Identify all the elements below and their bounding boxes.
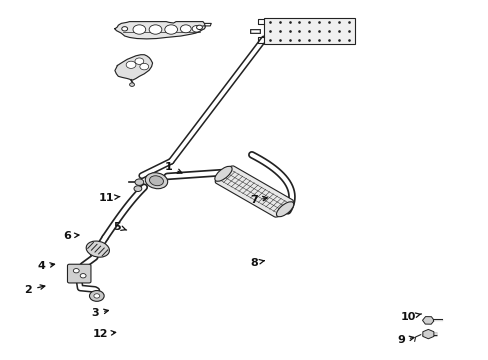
Ellipse shape — [276, 202, 293, 217]
Circle shape — [192, 26, 201, 32]
Circle shape — [134, 186, 142, 192]
Circle shape — [135, 179, 143, 185]
Circle shape — [129, 83, 134, 86]
Circle shape — [126, 61, 136, 68]
Circle shape — [164, 25, 177, 34]
Circle shape — [133, 25, 145, 34]
FancyBboxPatch shape — [67, 264, 91, 283]
Circle shape — [94, 294, 100, 298]
Text: 6: 6 — [63, 231, 79, 241]
Text: 8: 8 — [250, 258, 264, 268]
Circle shape — [80, 274, 86, 278]
Text: 11: 11 — [99, 193, 120, 203]
Polygon shape — [115, 55, 152, 80]
Text: 12: 12 — [92, 329, 116, 339]
Ellipse shape — [86, 241, 109, 257]
Circle shape — [122, 27, 127, 31]
Text: 7: 7 — [250, 195, 267, 205]
Ellipse shape — [214, 166, 232, 181]
Text: 5: 5 — [113, 222, 126, 232]
Circle shape — [89, 291, 104, 301]
Circle shape — [196, 25, 202, 30]
Circle shape — [180, 25, 191, 33]
FancyBboxPatch shape — [215, 166, 293, 217]
Text: 2: 2 — [24, 285, 45, 295]
Circle shape — [140, 63, 148, 70]
Text: 4: 4 — [38, 261, 55, 271]
Text: 1: 1 — [164, 162, 182, 173]
Text: 3: 3 — [91, 308, 108, 318]
Circle shape — [149, 25, 162, 34]
Ellipse shape — [145, 173, 167, 189]
Polygon shape — [115, 22, 205, 39]
Circle shape — [73, 269, 79, 273]
Ellipse shape — [149, 176, 163, 186]
Text: 10: 10 — [400, 312, 421, 322]
Circle shape — [135, 58, 143, 64]
FancyBboxPatch shape — [264, 18, 354, 44]
Text: 9: 9 — [396, 335, 413, 345]
